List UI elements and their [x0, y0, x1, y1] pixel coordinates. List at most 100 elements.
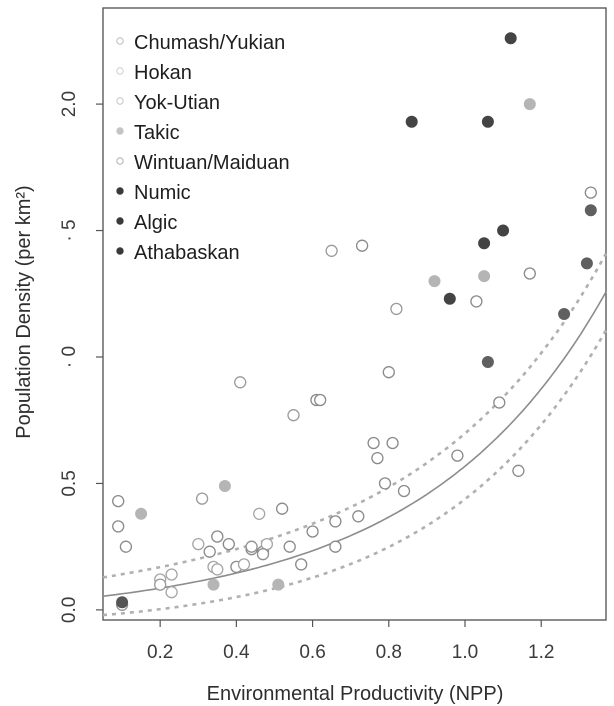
data-point-wintuan-maiduan	[211, 530, 224, 543]
data-point-yok-utian	[234, 376, 247, 389]
data-point-chumash-yukian	[329, 540, 342, 553]
data-point-chumash-yukian	[378, 477, 392, 490]
data-point-chumash-yukian	[355, 239, 369, 252]
y-tick-label: · 5	[59, 219, 80, 241]
data-point-hokan	[165, 586, 178, 599]
legend-label: Takic	[134, 122, 180, 144]
data-point-chumash-yukian	[493, 396, 506, 409]
data-point-chumash-yukian	[119, 540, 133, 553]
legend-marker	[116, 157, 124, 165]
legend-marker	[116, 127, 124, 135]
data-point-takic	[523, 98, 536, 111]
data-point-takic	[272, 578, 285, 591]
legend-marker	[116, 247, 124, 255]
data-point-chumash-yukian	[203, 545, 216, 558]
data-point-chumash-yukian	[352, 510, 365, 523]
data-point-yok-utian	[390, 302, 403, 316]
data-point-chumash-yukian	[329, 515, 342, 528]
data-point-chumash-yukian	[112, 494, 125, 508]
data-point-algic	[558, 308, 571, 320]
plot-frame	[102, 7, 607, 621]
data-point-algic	[481, 356, 494, 368]
legend-label: Yok-Utian	[134, 92, 220, 114]
x-tick-label: 0.2	[147, 642, 173, 663]
data-point-chumash-yukian	[222, 537, 235, 551]
data-point-chumash-yukian	[386, 436, 399, 450]
legend-marker	[116, 217, 124, 225]
data-point-algic	[580, 257, 593, 270]
y-axis: 0.0 0.5 · 0 · 5 2.0	[59, 91, 103, 623]
data-point-athabaskan	[116, 596, 129, 609]
data-point-hokan	[192, 537, 205, 551]
data-point-numic	[504, 32, 517, 45]
x-tick-label: 0.6	[299, 642, 325, 663]
data-point-hokan	[253, 507, 266, 520]
data-point-takic	[478, 270, 491, 283]
data-point-yok-utian	[195, 492, 209, 505]
legend-marker	[116, 37, 124, 45]
data-point-chumash-yukian	[523, 267, 536, 280]
data-point-takic	[135, 507, 148, 520]
legend-marker	[116, 97, 124, 105]
legend: Chumash/Yukian Hokan Yok-Utian Takic Wintuan…	[116, 32, 290, 264]
data-point-chumash-yukian	[295, 558, 308, 571]
data-point-chumash-yukian	[112, 520, 125, 533]
data-point-hokan	[211, 563, 224, 576]
data-point-chumash-yukian	[584, 186, 597, 199]
data-point-chumash-yukian	[451, 449, 464, 462]
data-point-chumash-yukian	[382, 366, 395, 379]
ci-upper-line	[102, 252, 608, 579]
ci-lower-line	[102, 329, 608, 617]
y-tick-label: · 0	[59, 346, 80, 368]
data-point-chumash-yukian	[275, 502, 289, 515]
data-point-chumash-yukian	[314, 393, 327, 407]
x-tick-label: 1.0	[452, 642, 478, 663]
y-tick-label: 2.0	[59, 91, 80, 117]
fit-curve	[102, 291, 607, 598]
data-point-chumash-yukian	[306, 525, 319, 538]
data-point-yok-utian	[287, 409, 300, 422]
data-point-numic	[405, 115, 418, 128]
data-point-yok-utian	[154, 578, 167, 591]
data-point-hokan	[260, 537, 274, 551]
data-point-takic	[207, 578, 220, 591]
data-point-hokan	[237, 558, 251, 571]
fit-curve-group	[102, 291, 607, 598]
data-point-numic	[443, 292, 456, 305]
legend-label: Hokan	[134, 62, 192, 84]
data-point-algic	[584, 204, 597, 217]
data-point-chumash-yukian	[470, 295, 483, 308]
data-point-hokan	[165, 568, 178, 581]
data-point-takic	[428, 275, 441, 288]
data-point-wintuan-maiduan	[256, 548, 270, 561]
legend-label: Athabaskan	[134, 242, 240, 264]
legend-marker	[116, 67, 124, 75]
data-point-yok-utian	[325, 244, 338, 257]
y-tick-label: 0.0	[59, 597, 80, 623]
x-tick-label: 0.4	[223, 642, 250, 663]
legend-label: Numic	[134, 182, 191, 204]
data-point-chumash-yukian	[371, 451, 384, 465]
data-point-numic	[497, 224, 510, 237]
x-tick-label: 1.2	[528, 642, 554, 663]
data-point-chumash-yukian	[283, 540, 296, 553]
data-point-chumash-yukian	[367, 436, 380, 450]
legend-label: Algic	[134, 212, 177, 234]
data-point-numic	[478, 237, 491, 250]
legend-label: Wintuan/Maiduan	[134, 152, 290, 174]
y-axis-title: Population Density (per km²)	[13, 185, 35, 438]
x-axis-title: Environmental Productivity (NPP)	[207, 683, 504, 705]
data-points	[112, 32, 597, 611]
data-point-chumash-yukian	[397, 484, 411, 498]
x-tick-label: 0.8	[376, 642, 402, 663]
data-point-numic	[481, 115, 494, 128]
ci-band	[102, 252, 608, 617]
data-point-wintuan-maiduan	[245, 540, 258, 553]
data-point-takic	[218, 480, 231, 492]
y-tick-label: 0.5	[59, 470, 80, 496]
x-axis: 0.2 0.4 0.6 0.8 1.0 1.2	[147, 620, 554, 663]
legend-marker	[116, 187, 124, 195]
legend-label: Chumash/Yukian	[134, 32, 285, 54]
data-point-chumash-yukian	[512, 464, 525, 477]
